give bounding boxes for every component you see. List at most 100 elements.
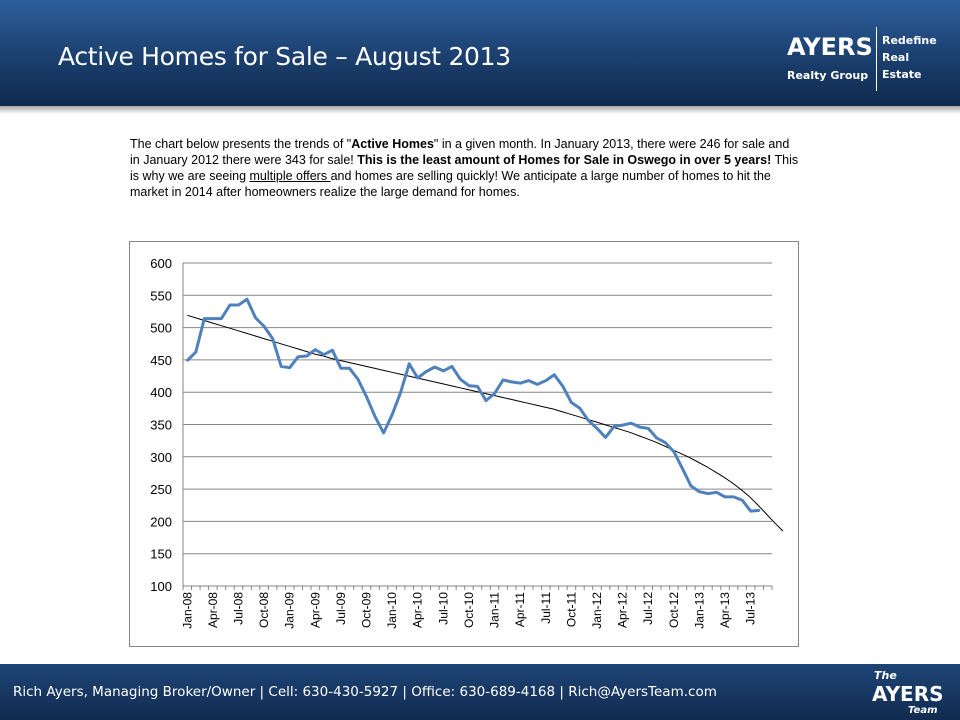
data-point [322,353,325,356]
data-point [689,484,693,488]
y-tick-label: 600 [150,256,172,271]
data-point [390,413,394,416]
data-point [484,399,488,402]
header-bar [0,0,960,106]
x-tick-label: Apr-12 [616,592,630,628]
active-homes-chart: 100 150 200 250 300 350 400 450 500 550 600 Jan-08 A… [150,256,784,629]
footer-contact: Rich Ayers, Managing Broker/Owner | Cell… [13,684,717,700]
data-point [382,431,385,435]
data-point [510,380,513,384]
x-tick-label: Apr-13 [718,592,732,628]
data-point [228,303,232,307]
data-point [373,415,377,418]
data-point [314,348,317,351]
x-tick-label: Jul-13 [744,592,758,625]
header-shadow [0,106,960,114]
y-tick-label: 500 [150,321,172,336]
footer-logo-the: The [874,669,897,682]
x-tick-label: Jan-11 [488,592,502,628]
chart-frame: 100 150 200 250 300 350 400 450 500 550 600 Jan-08 A… [129,241,799,647]
x-tick-label: Jan-08 [180,592,194,629]
x-tick-label: Jul-10 [436,592,450,625]
logo-tagline: Redefine Real Estate [882,32,952,83]
x-tick-label: Apr-09 [308,592,322,628]
data-point [672,450,675,453]
x-tick-label: Jan-09 [283,592,297,629]
tagline-line-1: Redefine [882,34,937,47]
y-tick-label: 250 [150,482,172,497]
data-point [561,385,565,388]
y-tick-label: 100 [150,579,172,594]
data-point [425,370,428,373]
tagline-line-2: Real [882,51,910,64]
y-tick-label: 400 [150,385,172,400]
data-point [758,509,761,512]
data-point [493,392,496,395]
tagline-line-3: Estate [882,68,922,81]
y-tick-label: 550 [150,288,172,303]
data-point [331,349,334,352]
data-point [698,490,701,493]
data-point [194,350,197,354]
slide-title: Active Homes for Sale – August 2013 [58,42,511,71]
data-point [356,378,360,381]
intro-text-4: and homes are selling quickly! We antici… [130,169,771,199]
data-point [630,422,633,425]
y-tick-label: 300 [150,450,172,465]
x-tick-label: Jul-08 [231,592,245,625]
x-tick-label: Oct-08 [257,592,271,628]
data-point [553,373,556,376]
x-tick-label: Jan-10 [385,592,399,629]
intro-bold-1: Active Homes [351,137,434,151]
data-point [408,362,411,365]
data-point [749,509,752,513]
data-point [655,436,658,440]
x-tick-label: Jul-11 [539,592,553,624]
data-point [638,425,641,429]
data-point [365,395,368,398]
data-point [501,378,505,382]
intro-text-1: The chart below presents the trends of " [130,137,352,151]
footer-logo: The AYERS Team [852,668,947,718]
x-tick-label: Jan-12 [590,592,604,629]
data-point [732,495,735,499]
footer-logo-name: AYERS [872,682,944,706]
data-point [527,379,530,382]
data-point [621,423,624,427]
data-point [570,401,573,404]
y-tick-label: 200 [150,514,172,529]
data-point [339,367,343,370]
intro-bold-2: This is the least amount of Homes for Sa… [357,153,772,167]
y-tick-label: 450 [150,353,172,368]
data-point [706,492,710,495]
data-point [604,436,607,439]
x-tick-label: Apr-10 [411,592,425,628]
intro-text-3: This is why we are seeing [130,153,799,183]
data-point [450,365,454,368]
data-point [442,369,445,373]
data-point [416,376,419,380]
y-tick-label: 350 [150,418,172,433]
data-point [348,367,351,370]
trendline [187,314,784,532]
x-tick-label: Jan-13 [692,592,706,629]
data-point [245,298,249,301]
data-point [681,467,684,470]
data-point [519,382,522,385]
data-point [399,391,402,394]
data-point [723,495,727,499]
x-tick-label: Oct-10 [462,592,476,628]
data-point [459,378,462,381]
data-point [211,317,215,320]
logo-divider [876,27,877,91]
data-point [203,317,206,320]
data-point [288,366,291,369]
data-point [647,427,650,430]
data-point [544,379,547,382]
intro-paragraph: The chart below presents the trends of "… [130,136,800,200]
x-tick-label: Jul-12 [641,592,655,625]
series-line-active-homes [186,297,760,513]
data-point [254,316,257,320]
logo-subtitle: Realty Group [787,69,869,82]
data-point [237,303,240,307]
